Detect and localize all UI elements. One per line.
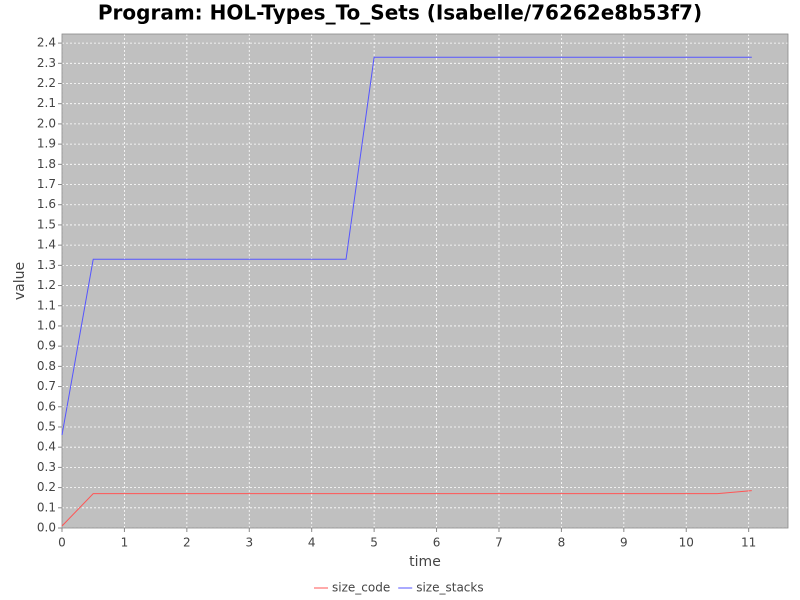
y-tick-label: 0.6 <box>37 399 56 413</box>
x-tick-label: 11 <box>741 536 756 550</box>
y-tick-label: 0.3 <box>37 460 56 474</box>
plot-border <box>61 33 789 529</box>
y-tick-label: 1.9 <box>37 137 56 151</box>
x-tick-label: 1 <box>121 536 129 550</box>
x-tick-label: 6 <box>433 536 441 550</box>
x-tick-label: 0 <box>58 536 66 550</box>
y-tick-label: 1.2 <box>37 278 56 292</box>
y-tick-label: 2.1 <box>37 96 56 110</box>
y-tick-label: 2.4 <box>37 36 56 50</box>
y-tick-label: 1.4 <box>37 238 56 252</box>
y-tick-label: 0.8 <box>37 359 56 373</box>
legend-label: size_stacks <box>416 581 483 595</box>
y-tick-label: 0.5 <box>37 419 56 433</box>
line <box>61 490 752 527</box>
x-tick-label: 8 <box>558 536 566 550</box>
y-tick-label: 1.0 <box>37 318 56 332</box>
y-tick-label: 2.2 <box>37 76 56 90</box>
y-tick-label: 0.1 <box>37 500 56 514</box>
y-tick-label: 1.7 <box>37 177 56 191</box>
legend-label: size_code <box>332 581 390 595</box>
x-tick-label: 5 <box>370 536 378 550</box>
y-tick-label: 2.3 <box>37 56 56 70</box>
y-tick-label: 2.0 <box>37 116 56 130</box>
x-tick-label: 7 <box>495 536 503 550</box>
y-tick-label: 0.7 <box>37 379 56 393</box>
y-tick-label: 1.8 <box>37 157 56 171</box>
y-tick-label: 0.2 <box>37 480 56 494</box>
x-tick-label: 2 <box>183 536 191 550</box>
line <box>61 56 752 436</box>
x-tick-label: 10 <box>679 536 694 550</box>
y-tick-label: 1.5 <box>37 217 56 231</box>
y-tick-label: 0.4 <box>37 440 56 454</box>
y-tick-label: 1.6 <box>37 197 56 211</box>
y-tick-label: 0.9 <box>37 339 56 353</box>
x-tick-label: 4 <box>308 536 316 550</box>
y-tick-label: 1.1 <box>37 298 56 312</box>
x-axis-label: time <box>409 554 441 570</box>
chart-title: Program: HOL-Types_To_Sets (Isabelle/762… <box>98 1 702 25</box>
y-tick-label: 1.3 <box>37 258 56 272</box>
y-tick-label: 0.0 <box>37 521 56 535</box>
x-tick-label: 9 <box>620 536 628 550</box>
x-tick-label: 3 <box>245 536 253 550</box>
plot-area <box>62 34 788 528</box>
y-axis-label: value <box>12 262 28 300</box>
